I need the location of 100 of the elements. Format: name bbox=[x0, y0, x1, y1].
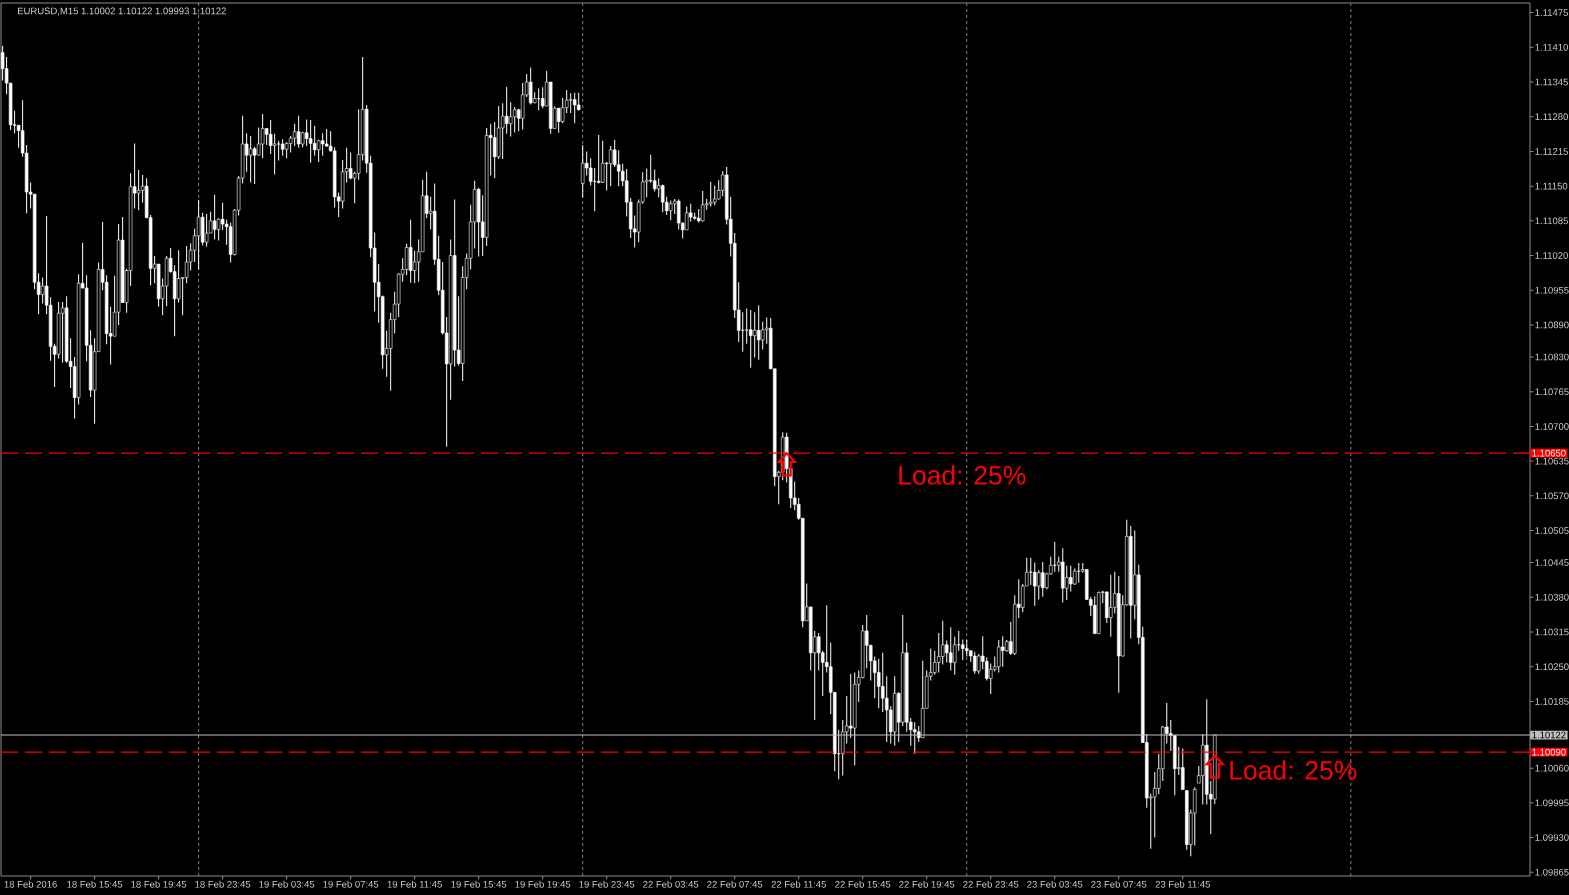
y-tick-label: 1.10765 bbox=[1535, 388, 1569, 396]
candlestick bbox=[912, 721, 917, 755]
candlestick bbox=[308, 119, 313, 164]
candlestick bbox=[580, 144, 585, 198]
candlestick bbox=[668, 200, 673, 221]
candlestick bbox=[1037, 569, 1041, 600]
candlestick bbox=[608, 145, 613, 187]
y-tick-label: 1.10185 bbox=[1535, 698, 1569, 705]
candlestick bbox=[196, 199, 201, 270]
candlestick bbox=[1069, 565, 1073, 592]
candlestick bbox=[708, 181, 713, 207]
candlestick bbox=[276, 140, 281, 162]
candlestick bbox=[252, 146, 257, 185]
y-tick-label: 1.10315 bbox=[1535, 628, 1569, 636]
candlestick bbox=[272, 133, 277, 175]
x-tick-label: 22 Feb 11:45 bbox=[771, 880, 826, 888]
y-tick-label: 1.11150 bbox=[1535, 182, 1568, 190]
candlestick bbox=[1109, 574, 1113, 638]
candlestick bbox=[848, 673, 853, 739]
candlestick bbox=[1001, 635, 1005, 668]
candlestick bbox=[1065, 565, 1069, 601]
y-tick-label: 1.10505 bbox=[1535, 527, 1569, 534]
x-tick-label: 18 Feb 23:45 bbox=[195, 880, 251, 888]
y-tick-label: 1.10700 bbox=[1535, 423, 1569, 430]
y-tick-label: 1.09865 bbox=[1535, 868, 1569, 876]
y-tick-label: 1.10445 bbox=[1535, 559, 1569, 566]
candlestick bbox=[296, 115, 301, 149]
candlestick bbox=[184, 245, 189, 284]
x-tick-label: 18 Feb 15:45 bbox=[67, 880, 123, 888]
candlestick bbox=[752, 311, 757, 359]
y-tick-label: 1.11345 bbox=[1535, 78, 1568, 86]
candlestick bbox=[744, 307, 749, 345]
candlestick bbox=[508, 101, 513, 137]
x-tick-label: 23 Feb 03:45 bbox=[1027, 880, 1083, 888]
candlestick bbox=[556, 107, 561, 134]
x-tick-label: 19 Feb 07:45 bbox=[323, 880, 379, 888]
candlestick bbox=[1041, 561, 1045, 598]
candlestick bbox=[136, 169, 141, 211]
x-tick-label: 22 Feb 15:45 bbox=[835, 880, 891, 888]
annotation: Load: 25% bbox=[899, 465, 1026, 485]
candlestick bbox=[572, 92, 577, 124]
y-tick-label: 1.10380 bbox=[1535, 593, 1569, 601]
candlestick bbox=[949, 626, 953, 671]
x-tick-label: 22 Feb 07:45 bbox=[707, 880, 763, 888]
candlestick bbox=[212, 194, 217, 241]
candlestick bbox=[1077, 562, 1081, 584]
candlestick bbox=[961, 638, 965, 661]
y-tick-label: 1.10635 bbox=[1535, 457, 1569, 465]
x-tick-label: 23 Feb 11:45 bbox=[1155, 880, 1211, 888]
candlestick bbox=[756, 304, 761, 361]
candlestick bbox=[740, 311, 745, 353]
candlestick bbox=[760, 321, 765, 351]
y-tick-label: 1.10830 bbox=[1535, 353, 1569, 361]
y-tick-label: 1.11410 bbox=[1535, 43, 1568, 51]
y-tick-label: 1.10060 bbox=[1535, 764, 1569, 772]
candlestick bbox=[320, 132, 325, 157]
x-tick-label: 19 Feb 19:45 bbox=[515, 880, 571, 888]
x-tick-label: 19 Feb 23:45 bbox=[579, 880, 635, 888]
candlestick bbox=[292, 123, 297, 147]
chart-title: EURUSD,M15 1.10002 1.10122 1.09993 1.10122 bbox=[17, 7, 226, 16]
candlestick bbox=[568, 92, 573, 114]
ref-line-label: 1.10650 bbox=[1532, 449, 1566, 457]
candlestick bbox=[512, 106, 517, 133]
y-tick-label: 1.11475 bbox=[1535, 9, 1568, 16]
y-tick-label: 1.09995 bbox=[1535, 799, 1569, 807]
annotation: Load: 25% bbox=[1230, 760, 1357, 780]
y-tick-label: 1.10890 bbox=[1535, 321, 1569, 329]
x-tick-label: 18 Feb 19:45 bbox=[131, 880, 187, 888]
candlestick bbox=[40, 276, 45, 305]
y-tick-label: 1.11280 bbox=[1535, 113, 1568, 121]
candlestick bbox=[884, 675, 889, 743]
x-tick-label: 22 Feb 19:45 bbox=[899, 880, 955, 888]
y-tick-label: 1.11020 bbox=[1535, 252, 1568, 259]
y-tick-label: 1.11085 bbox=[1535, 217, 1568, 225]
candlestick bbox=[248, 135, 253, 183]
candlestick bbox=[312, 125, 317, 157]
candlestick bbox=[1033, 562, 1037, 607]
candlestick bbox=[1029, 557, 1033, 586]
candlestick bbox=[684, 205, 689, 231]
candlestick bbox=[404, 243, 409, 276]
candlestick bbox=[616, 149, 621, 187]
x-tick-label: 19 Feb 11:45 bbox=[387, 880, 442, 888]
x-tick-label: 22 Feb 03:45 bbox=[643, 880, 699, 888]
candlestick bbox=[973, 651, 977, 675]
y-tick-label: 1.10250 bbox=[1535, 663, 1569, 671]
candlestick bbox=[997, 639, 1001, 674]
ref-line-label: 1.10090 bbox=[1532, 748, 1566, 756]
candlestick bbox=[504, 86, 509, 135]
ref-line-label: 1.10122 bbox=[1532, 731, 1566, 739]
y-tick-label: 1.10955 bbox=[1535, 286, 1569, 294]
candlestick bbox=[941, 620, 945, 666]
candlestick bbox=[260, 113, 265, 159]
candlestick bbox=[596, 134, 601, 184]
x-tick-label: 23 Feb 07:45 bbox=[1091, 880, 1147, 888]
candlestick bbox=[492, 121, 497, 179]
x-tick-label: 19 Feb 03:45 bbox=[259, 880, 315, 888]
candlestick bbox=[528, 67, 533, 105]
candlestick bbox=[1193, 786, 1197, 847]
candlestick bbox=[748, 309, 753, 369]
candlestick bbox=[660, 184, 665, 213]
